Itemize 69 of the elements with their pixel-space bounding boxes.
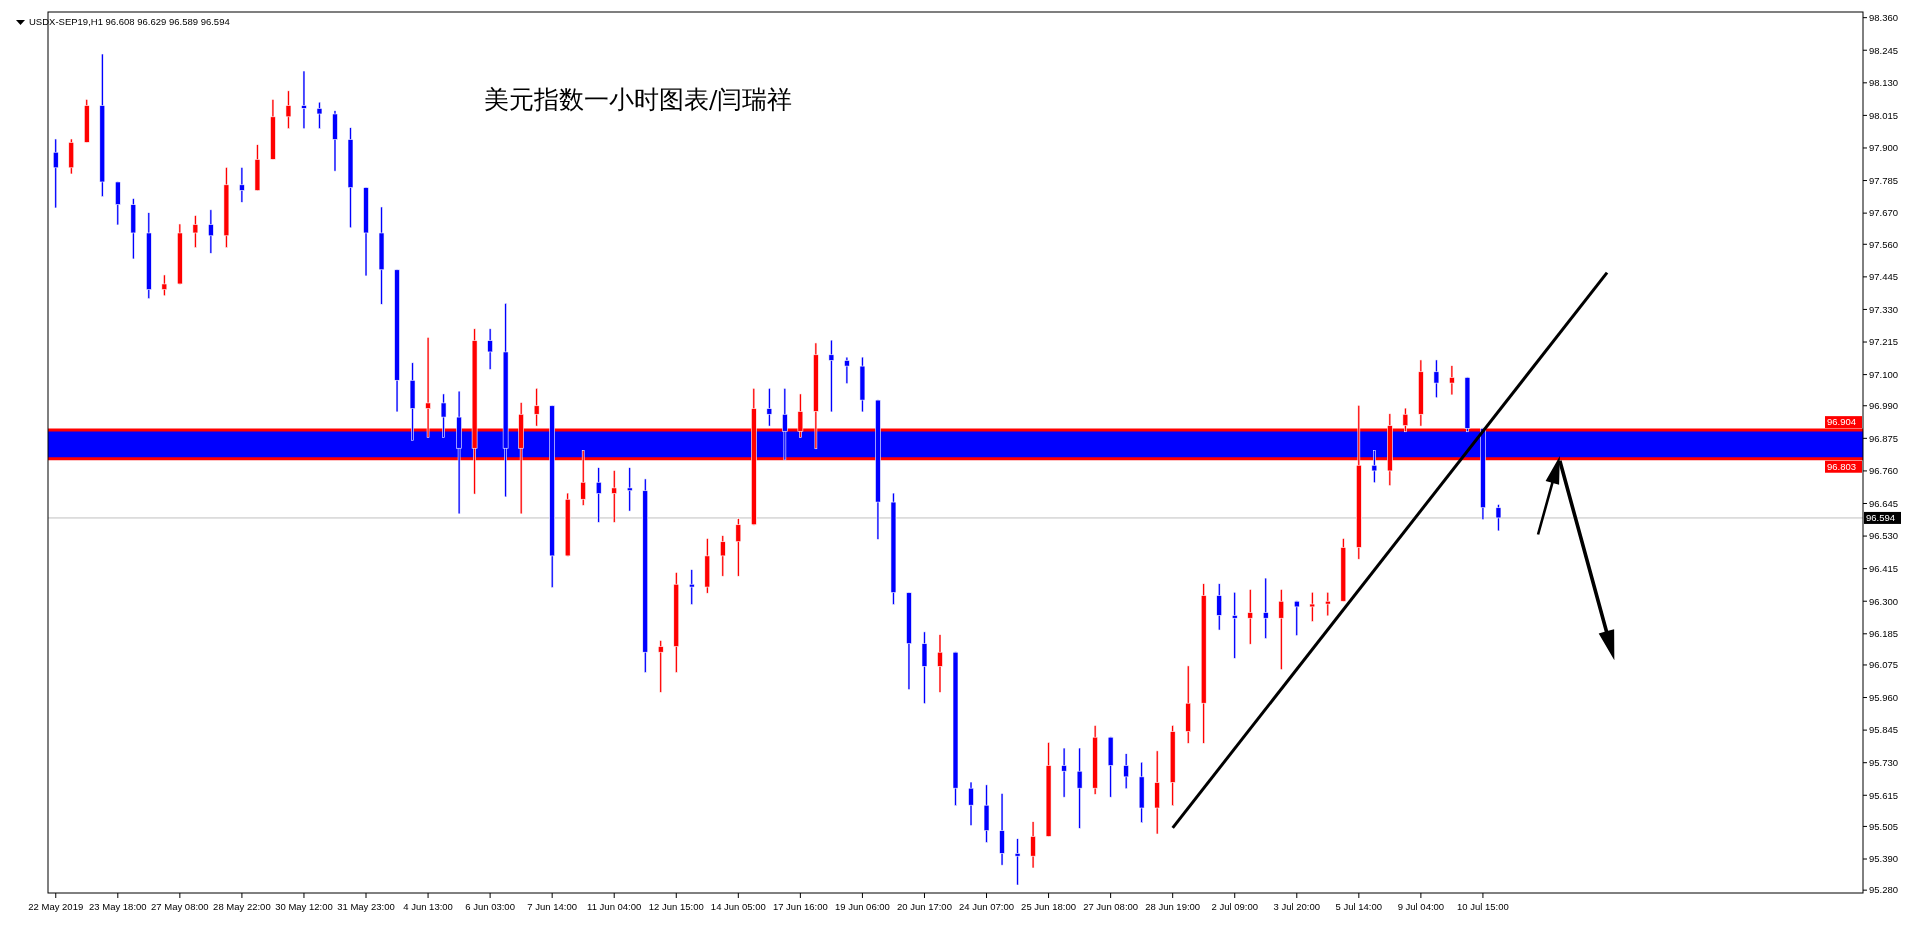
y-tick-label: 95.390	[1869, 853, 1899, 865]
y-tick-label: 97.670	[1869, 207, 1899, 219]
y-tick-label: 97.560	[1869, 238, 1899, 250]
y-tick-label: 95.845	[1869, 724, 1899, 736]
candlestick	[1325, 591, 1331, 617]
x-tick-label: 9 Jul 04:00	[1397, 901, 1445, 912]
y-tick-label: 96.300	[1869, 595, 1899, 607]
x-tick-label: 14 Jun 05:00	[710, 901, 766, 912]
x-tick-label: 30 May 12:00	[275, 901, 333, 912]
text: 美元指数一小时图表/闫瑞祥	[484, 85, 793, 114]
candlestick	[208, 209, 214, 254]
candlestick	[1293, 600, 1300, 637]
y-tick-label: 98.130	[1869, 77, 1899, 89]
x-tick-label: 7 Jun 14:00	[527, 901, 577, 912]
x-tick-label: 25 Jun 18:00	[1021, 901, 1077, 912]
candlestick	[301, 70, 307, 129]
x-tick-label: 11 Jun 04:00	[587, 901, 642, 912]
text: USDX-SEP19,H1 96.608 96.629 96.589 96.594	[29, 16, 230, 27]
y-tick-label: 98.360	[1869, 11, 1899, 23]
y-tick-label: 98.015	[1869, 109, 1899, 121]
x-tick-label: 20 Jun 17:00	[897, 901, 952, 912]
x-tick-label: 24 Jun 07:00	[959, 901, 1014, 912]
y-tick-label: 95.615	[1869, 789, 1899, 801]
x-tick-label: 10 Jul 15:00	[1457, 901, 1509, 912]
ref-line-label: 96.904	[1827, 416, 1857, 428]
ref-line-label: 96.594	[1866, 512, 1896, 524]
x-tick-label: 4 Jun 13:00	[403, 901, 453, 912]
candlestick	[999, 793, 1005, 866]
candlestick	[1061, 747, 1067, 798]
y-tick-label: 97.900	[1869, 142, 1899, 154]
y-tick-label: 95.730	[1869, 757, 1899, 769]
y-tick-label: 95.280	[1869, 884, 1899, 896]
candlestick	[844, 356, 850, 384]
y-tick-label: 95.960	[1869, 691, 1899, 703]
y-tick-label: 96.990	[1869, 400, 1899, 412]
y-tick-label: 95.505	[1869, 820, 1899, 832]
x-tick-label: 12 Jun 15:00	[648, 901, 704, 912]
y-tick-label: 96.530	[1869, 530, 1899, 542]
x-tick-label: 27 May 08:00	[151, 901, 209, 912]
y-tick-label: 96.185	[1869, 628, 1899, 640]
x-tick-label: 5 Jul 14:00	[1335, 901, 1383, 912]
x-tick-label: 22 May 2019	[28, 901, 84, 912]
x-tick-label: 6 Jun 03:00	[465, 901, 515, 912]
candlestick	[766, 387, 773, 427]
ref-line-label: 96.803	[1827, 461, 1857, 473]
x-tick-label: 28 May 22:00	[213, 901, 271, 912]
x-tick-label: 19 Jun 06:00	[834, 901, 890, 912]
candlestick	[1449, 365, 1455, 396]
candlestick	[1123, 753, 1129, 789]
x-tick-label: 17 Jun 16:00	[772, 901, 828, 912]
y-tick-label: 98.245	[1869, 44, 1899, 56]
y-tick-label: 96.645	[1869, 497, 1899, 509]
y-tick-label: 96.075	[1869, 659, 1899, 671]
y-tick-label: 97.445	[1869, 271, 1899, 283]
y-tick-label: 96.760	[1869, 465, 1899, 477]
candlestick	[239, 167, 245, 203]
y-tick-label: 97.330	[1869, 303, 1899, 315]
x-tick-label: 28 Jun 19:00	[1145, 901, 1201, 912]
y-tick-label: 97.785	[1869, 174, 1899, 186]
x-tick-label: 31 May 23:00	[337, 901, 395, 912]
x-tick-label: 3 Jul 20:00	[1273, 901, 1321, 912]
y-tick-label: 97.100	[1869, 368, 1899, 380]
x-tick-label: 23 May 18:00	[89, 901, 147, 912]
y-tick-label: 96.415	[1869, 562, 1899, 574]
x-tick-label: 27 Jun 08:00	[1083, 901, 1139, 912]
x-tick-label: 2 Jul 09:00	[1211, 901, 1258, 912]
candlestick	[487, 328, 493, 370]
y-tick-label: 96.875	[1869, 432, 1899, 444]
y-tick-label: 97.215	[1869, 336, 1899, 348]
